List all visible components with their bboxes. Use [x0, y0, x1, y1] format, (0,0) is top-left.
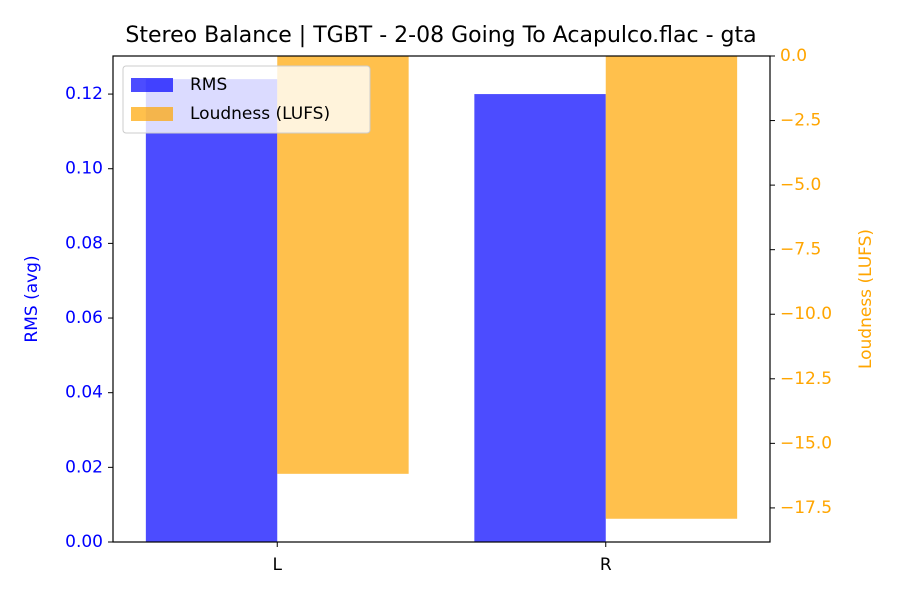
y2-tick-label: −10.0: [780, 304, 832, 324]
y2-tick-label: −17.5: [780, 498, 832, 518]
y-tick-label: 0.12: [65, 84, 103, 104]
bar: [145, 79, 278, 543]
bar: [474, 94, 606, 542]
legend-box: [122, 65, 371, 134]
y-tick-label: 0.10: [65, 159, 103, 179]
legend-label: RMS: [190, 75, 227, 95]
y2-tick-label: −7.5: [780, 240, 821, 260]
y2-tick-label: −12.5: [780, 369, 832, 389]
y-tick-label: 0.00: [65, 532, 103, 552]
x-tick-label: L: [273, 555, 283, 575]
y2-tick-label: −5.0: [780, 175, 821, 195]
y-tick-label: 0.02: [65, 457, 103, 477]
legend-swatch: [131, 107, 173, 121]
x-tick-label: R: [600, 555, 612, 575]
y2-tick-label: −15.0: [780, 433, 832, 453]
legend-swatch: [131, 78, 173, 92]
y-axis-label: RMS (avg): [22, 255, 42, 342]
y-tick-label: 0.06: [65, 308, 103, 328]
y2-tick-label: −2.5: [780, 111, 821, 131]
chart-title: Stereo Balance | TGBT - 2-08 Going To Ac…: [125, 23, 756, 48]
y-tick-label: 0.08: [65, 233, 103, 253]
bar: [605, 56, 738, 519]
y2-tick-label: 0.0: [780, 46, 807, 66]
y2-axis-label: Loudness (LUFS): [856, 229, 876, 369]
y-tick-label: 0.04: [65, 383, 103, 403]
legend-label: Loudness (LUFS): [190, 104, 330, 124]
plot-frame: [112, 55, 771, 543]
